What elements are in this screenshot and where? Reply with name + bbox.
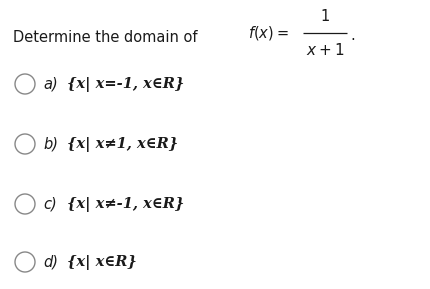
Text: Determine the domain of: Determine the domain of <box>13 31 197 45</box>
Text: b): b) <box>43 136 58 151</box>
Text: {x| x=-1, x∈R}: {x| x=-1, x∈R} <box>67 77 184 92</box>
Text: $\it{1}$: $\it{1}$ <box>319 8 329 24</box>
Text: c): c) <box>43 197 57 212</box>
Text: {x| x≠-1, x∈R}: {x| x≠-1, x∈R} <box>67 197 184 212</box>
Text: a): a) <box>43 77 58 92</box>
Text: {x| x≠1, x∈R}: {x| x≠1, x∈R} <box>67 136 178 151</box>
Text: .: . <box>349 29 354 44</box>
Text: d): d) <box>43 255 58 270</box>
Text: $\it{f(x)}$$=$: $\it{f(x)}$$=$ <box>247 24 288 42</box>
Text: $\it{x+1}$: $\it{x+1}$ <box>305 42 344 58</box>
Text: {x| x∈R}: {x| x∈R} <box>67 255 136 270</box>
